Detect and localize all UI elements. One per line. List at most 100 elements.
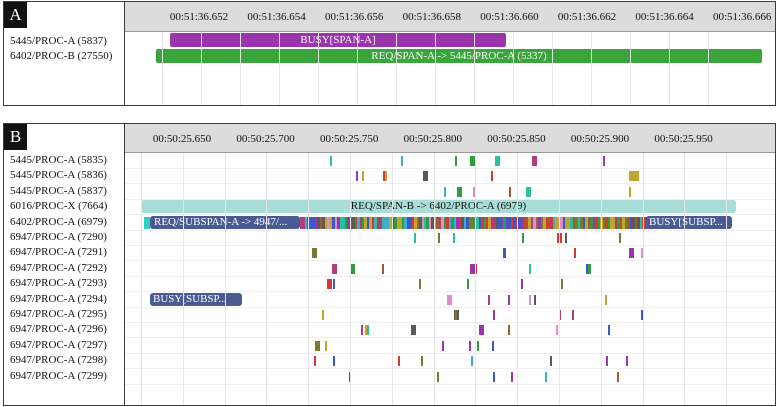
span-busy-span-a[interactable]: BUSY[SPAN-A] (170, 33, 506, 47)
event-mark[interactable] (312, 216, 316, 229)
event-mark[interactable] (357, 216, 361, 229)
event-mark[interactable] (331, 263, 337, 274)
event-mark[interactable] (457, 186, 463, 197)
event-mark[interactable] (466, 279, 469, 290)
event-mark[interactable] (469, 156, 475, 166)
event-mark[interactable] (508, 216, 512, 229)
event-mark[interactable] (352, 216, 356, 229)
event-mark[interactable] (483, 216, 487, 229)
event-mark[interactable] (513, 216, 517, 229)
event-mark[interactable] (629, 216, 633, 229)
event-mark[interactable] (525, 186, 531, 197)
event-mark[interactable] (602, 216, 606, 229)
event-mark[interactable] (423, 171, 429, 182)
event-mark[interactable] (473, 216, 477, 229)
span-req-span-b[interactable]: REQ/SPAN-B -> 6402/PROC-A (6979) (141, 200, 736, 213)
event-mark[interactable] (332, 216, 336, 229)
event-mark[interactable] (309, 216, 313, 229)
row-label[interactable]: 6947/PROC-A (7294) (10, 292, 107, 305)
event-mark[interactable] (364, 216, 368, 229)
event-mark[interactable] (570, 216, 574, 229)
event-mark[interactable] (495, 216, 499, 229)
event-mark[interactable] (324, 340, 327, 351)
row-label[interactable]: 6947/PROC-A (7298) (10, 354, 107, 367)
event-mark[interactable] (324, 216, 328, 229)
event-mark[interactable] (582, 216, 586, 229)
row-label[interactable]: 6016/PROC-X (7664) (10, 200, 108, 213)
event-mark[interactable] (640, 248, 643, 259)
row-label[interactable]: 5445/PROC-A (5837) (10, 35, 107, 47)
event-mark[interactable] (498, 216, 502, 229)
event-mark[interactable] (634, 216, 638, 229)
event-mark[interactable] (391, 216, 395, 229)
event-mark[interactable] (436, 216, 440, 229)
event-mark[interactable] (488, 216, 492, 229)
event-mark[interactable] (532, 156, 538, 166)
event-mark[interactable] (633, 171, 639, 182)
event-mark[interactable] (471, 356, 474, 367)
row-label[interactable]: 6947/PROC-A (7296) (10, 323, 107, 336)
event-mark[interactable] (362, 216, 365, 229)
event-mark[interactable] (543, 216, 547, 229)
event-mark[interactable] (443, 216, 447, 229)
event-mark[interactable] (321, 310, 324, 320)
event-mark[interactable] (629, 248, 635, 259)
event-mark[interactable] (610, 216, 613, 229)
event-mark[interactable] (382, 263, 385, 274)
event-mark[interactable] (490, 216, 494, 229)
event-mark[interactable] (317, 216, 321, 229)
event-mark[interactable] (347, 216, 351, 229)
event-mark[interactable] (322, 216, 326, 229)
event-mark[interactable] (470, 263, 476, 274)
event-mark[interactable] (587, 216, 591, 229)
event-mark[interactable] (494, 156, 500, 166)
event-mark[interactable] (421, 216, 425, 229)
event-mark[interactable] (492, 310, 495, 320)
event-mark[interactable] (619, 233, 622, 243)
event-mark[interactable] (389, 216, 393, 229)
event-mark[interactable] (491, 171, 494, 182)
event-mark[interactable] (619, 216, 623, 229)
event-mark[interactable] (523, 216, 527, 229)
event-mark[interactable] (642, 216, 646, 229)
event-mark[interactable] (329, 216, 333, 229)
event-mark[interactable] (333, 356, 336, 367)
row-label[interactable]: 6947/PROC-A (7291) (10, 246, 107, 259)
event-mark[interactable] (595, 216, 599, 229)
event-mark[interactable] (548, 216, 551, 229)
event-mark[interactable] (313, 356, 316, 367)
event-mark[interactable] (456, 216, 460, 229)
span-busy-subspan-left[interactable]: BUSY[SUBSP... (150, 293, 242, 306)
event-mark[interactable] (492, 340, 495, 351)
row-label[interactable]: 6947/PROC-A (7295) (10, 308, 107, 320)
event-mark[interactable] (342, 216, 346, 229)
event-mark[interactable] (493, 216, 497, 229)
event-mark[interactable] (399, 216, 403, 229)
event-mark[interactable] (597, 216, 601, 229)
event-mark[interactable] (608, 325, 610, 336)
event-mark[interactable] (383, 171, 386, 182)
event-mark[interactable] (386, 216, 390, 229)
event-mark[interactable] (573, 248, 576, 259)
row-label[interactable]: 5445/PROC-A (5837) (10, 184, 107, 197)
event-mark[interactable] (614, 216, 618, 229)
event-mark[interactable] (300, 216, 303, 229)
event-mark[interactable] (544, 371, 547, 382)
event-mark[interactable] (327, 279, 333, 290)
event-mark[interactable] (622, 216, 626, 229)
event-mark[interactable] (555, 216, 559, 229)
event-mark[interactable] (381, 216, 385, 229)
event-mark[interactable] (454, 156, 457, 166)
event-mark[interactable] (571, 310, 574, 320)
event-mark[interactable] (538, 216, 542, 229)
event-mark[interactable] (344, 216, 348, 229)
event-mark[interactable] (552, 216, 556, 229)
event-mark[interactable] (356, 171, 359, 182)
event-mark[interactable] (419, 216, 423, 229)
event-mark[interactable] (564, 233, 567, 243)
row-label[interactable]: 6947/PROC-A (7293) (10, 277, 107, 290)
event-mark[interactable] (348, 371, 351, 382)
event-mark[interactable] (444, 186, 447, 197)
event-mark[interactable] (453, 233, 456, 243)
event-mark[interactable] (505, 216, 509, 229)
